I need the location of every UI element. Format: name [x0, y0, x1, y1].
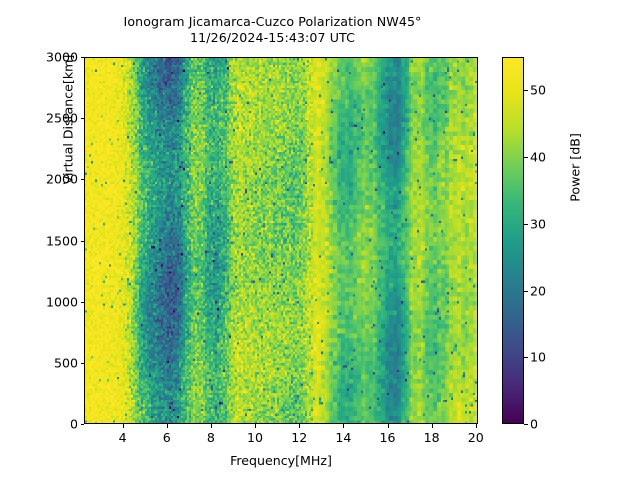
- y-tick-mark: [80, 57, 84, 58]
- y-tick-mark: [80, 240, 84, 242]
- colorbar-tick-label: 20: [530, 283, 547, 299]
- x-tick-mark: [255, 424, 257, 428]
- x-tick-mark: [299, 424, 301, 428]
- x-tick-label: 16: [379, 430, 396, 445]
- colorbar-label: Power [dB]: [567, 133, 583, 202]
- x-tick-label: 18: [423, 430, 440, 445]
- y-tick-label: 2500: [45, 110, 78, 126]
- x-tick-mark: [475, 424, 477, 428]
- y-tick-label: 3000: [45, 49, 78, 65]
- colorbar-tick-label: 30: [530, 216, 547, 232]
- y-tick-label: 1000: [45, 294, 78, 310]
- ionogram-heatmap-canvas: [85, 58, 477, 423]
- x-tick-mark: [431, 424, 433, 428]
- colorbar-tick-label: 40: [530, 149, 547, 165]
- figure-title-line2: 11/26/2024-15:43:07 UTC: [190, 30, 355, 45]
- y-tick-label: 500: [53, 355, 78, 371]
- y-tick-mark: [80, 301, 84, 303]
- colorbar-tick-label: 50: [530, 82, 547, 98]
- x-tick-label: 6: [162, 430, 171, 445]
- colorbar-tick-mark: [524, 357, 528, 359]
- y-tick-label: 0: [69, 416, 78, 432]
- y-tick-label: 2000: [45, 171, 78, 187]
- y-axis-label: Virtual Distance[km]: [60, 54, 76, 185]
- y-tick-mark: [80, 118, 84, 120]
- figure-title: Ionogram Jicamarca-Cuzco Polarization NW…: [0, 14, 545, 46]
- colorbar-tick-label: 10: [530, 349, 547, 365]
- y-tick-mark: [80, 179, 84, 181]
- x-tick-label: 14: [335, 430, 352, 445]
- x-tick-label: 8: [206, 430, 215, 445]
- colorbar-tick-mark: [524, 90, 528, 92]
- x-tick-mark: [210, 424, 212, 428]
- figure-title-line1: Ionogram Jicamarca-Cuzco Polarization NW…: [123, 14, 422, 29]
- y-tick-mark: [80, 362, 84, 364]
- x-tick-label: 20: [467, 430, 484, 445]
- x-tick-mark: [343, 424, 345, 428]
- x-tick-mark: [122, 424, 124, 428]
- colorbar-tick-mark: [524, 157, 528, 159]
- x-tick-label: 10: [247, 430, 264, 445]
- colorbar-gradient: [503, 58, 523, 423]
- colorbar-tick-label: 0: [530, 416, 539, 432]
- y-tick-label: 1500: [45, 233, 78, 248]
- heatmap-axes: [84, 57, 478, 424]
- colorbar-axes: [502, 57, 524, 424]
- x-tick-label: 12: [291, 430, 308, 445]
- x-axis-label: Frequency[MHz]: [230, 453, 332, 468]
- colorbar-tick-mark: [524, 424, 528, 425]
- y-tick-mark: [80, 424, 84, 425]
- colorbar-tick-mark: [524, 290, 528, 292]
- colorbar-tick-mark: [524, 223, 528, 225]
- x-tick-mark: [166, 424, 168, 428]
- x-tick-mark: [387, 424, 389, 428]
- x-tick-label: 4: [118, 430, 127, 445]
